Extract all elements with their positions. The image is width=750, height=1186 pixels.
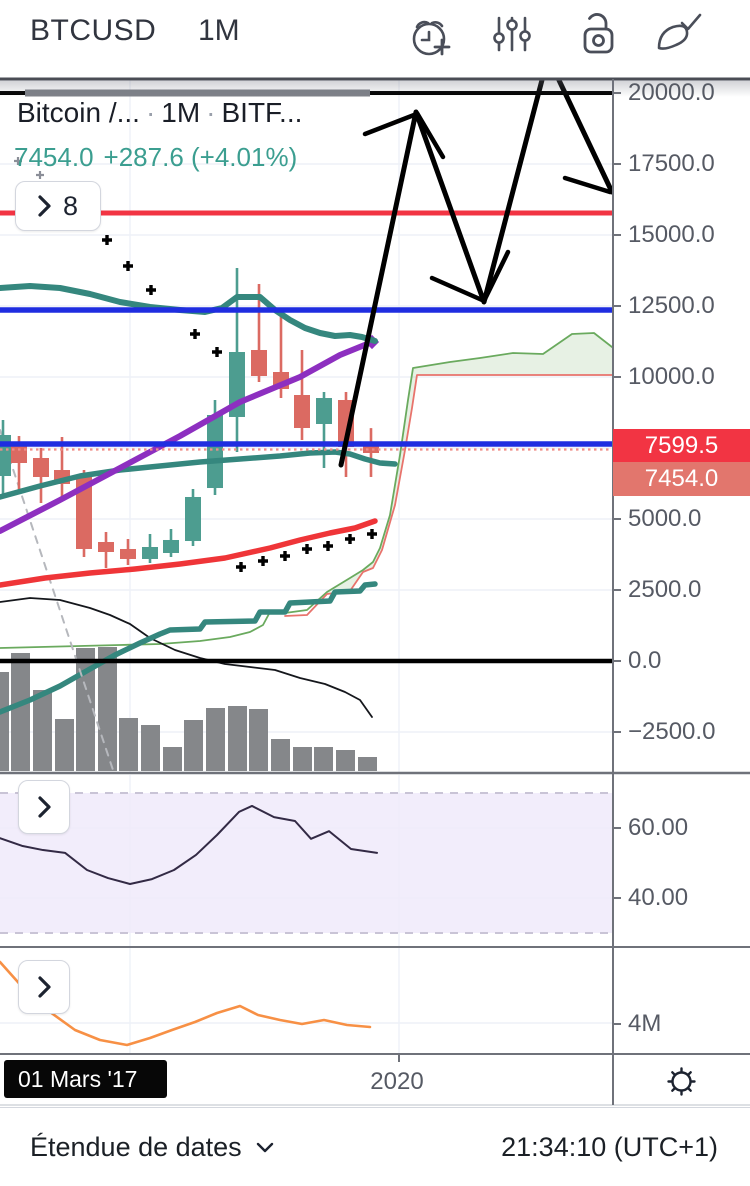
volume-bar bbox=[184, 720, 203, 771]
legend-separator: · bbox=[206, 97, 216, 128]
candle bbox=[294, 349, 310, 440]
price-axis-label: 0.0 bbox=[628, 647, 662, 674]
volume-bar bbox=[271, 739, 290, 771]
rsi-pane[interactable] bbox=[0, 775, 612, 946]
volume-bar bbox=[249, 709, 268, 771]
volume-bar bbox=[358, 757, 377, 771]
lower-indicator-pane[interactable] bbox=[0, 948, 612, 1053]
chevron-right-icon bbox=[37, 796, 51, 818]
plus-marker bbox=[102, 235, 112, 245]
candle bbox=[0, 419, 11, 496]
volume-bar bbox=[76, 648, 95, 771]
plus-marker bbox=[345, 534, 355, 544]
interval-button[interactable]: 1M bbox=[198, 14, 240, 47]
top-toolbar: BTCUSD 1M bbox=[0, 0, 750, 78]
chevron-down-icon bbox=[256, 1142, 273, 1152]
price-axis-label: 12500.0 bbox=[628, 292, 715, 319]
rsi-axis-label: 60.00 bbox=[628, 814, 689, 841]
chart-canvas[interactable] bbox=[0, 0, 750, 1107]
plus-marker bbox=[146, 285, 156, 295]
rsi-axis-label: 40.00 bbox=[628, 884, 689, 911]
indicators-icon[interactable] bbox=[486, 10, 538, 62]
candle bbox=[316, 392, 332, 469]
plus-marker bbox=[212, 347, 222, 357]
lock-open-icon[interactable] bbox=[572, 10, 624, 62]
price-tag: 7599.5 bbox=[613, 429, 750, 462]
date-range-button[interactable]: Étendue de dates bbox=[30, 1108, 274, 1186]
rsi-collapse-button[interactable] bbox=[18, 780, 70, 834]
price-axis-label: 20000.0 bbox=[628, 79, 715, 106]
price-axis-label: 5000.0 bbox=[628, 505, 702, 532]
lower-indicator-collapse-button[interactable] bbox=[18, 960, 70, 1014]
plus-marker bbox=[236, 562, 246, 572]
volume-bar bbox=[55, 719, 74, 771]
legend-symbol: Bitcoin /... bbox=[17, 97, 140, 128]
date-range-start: 01 Mars '17 bbox=[18, 1065, 138, 1092]
bottom-bar: Étendue de dates 21:34:10 (UTC+1) bbox=[0, 1107, 750, 1186]
chevron-right-icon bbox=[38, 195, 51, 217]
rsi-band bbox=[0, 793, 612, 933]
date-range-tooltip: 01 Mars '17 bbox=[4, 1060, 167, 1098]
candle bbox=[163, 528, 179, 557]
plus-marker bbox=[323, 541, 333, 551]
alarm-add-icon[interactable] bbox=[404, 10, 456, 62]
volume-bar bbox=[228, 706, 247, 771]
indicator-count: 8 bbox=[62, 190, 79, 221]
price-axis-label: −2500.0 bbox=[628, 718, 716, 745]
candle bbox=[363, 428, 379, 477]
volume-bar bbox=[206, 708, 225, 771]
volume-bar bbox=[314, 747, 333, 771]
volume-bar bbox=[336, 750, 355, 771]
theme-toggle-icon[interactable] bbox=[663, 1063, 700, 1105]
volume-bar bbox=[119, 718, 138, 771]
price-change: +287.6 (+4.01%) bbox=[103, 142, 298, 172]
lower-axis-label: 4M bbox=[628, 1010, 662, 1037]
rsi-line bbox=[0, 804, 378, 885]
legend-interval: 1M bbox=[161, 97, 201, 128]
volume-indicator-line bbox=[0, 960, 372, 1047]
legend-title[interactable]: Bitcoin /... · 1M · BITF... bbox=[17, 97, 302, 129]
candle bbox=[185, 489, 201, 547]
main-pane[interactable] bbox=[0, 57, 612, 772]
clock-display[interactable]: 21:34:10 (UTC+1) bbox=[501, 1131, 718, 1162]
price-axis-label: 10000.0 bbox=[628, 363, 715, 390]
legend-exchange: BITF... bbox=[221, 97, 303, 128]
legend-separator: · bbox=[145, 97, 156, 128]
volume-bar bbox=[141, 725, 160, 771]
draw-check-icon[interactable] bbox=[652, 10, 704, 62]
trend-zigzag-drawing bbox=[338, 80, 612, 468]
plus-marker bbox=[36, 171, 44, 179]
candle bbox=[98, 532, 114, 568]
candle bbox=[251, 283, 267, 382]
volume-bar bbox=[33, 690, 52, 771]
candle bbox=[142, 533, 158, 563]
plus-marker bbox=[14, 157, 22, 165]
volume-bar bbox=[0, 672, 9, 771]
volume-bar bbox=[293, 747, 312, 771]
legend-collapse-button[interactable]: 8 bbox=[15, 181, 101, 231]
plus-marker bbox=[302, 544, 312, 554]
chevron-right-icon bbox=[37, 976, 51, 998]
candle bbox=[120, 538, 136, 566]
volume-bar bbox=[163, 747, 182, 771]
price-axis-label: 15000.0 bbox=[628, 221, 715, 248]
plus-marker bbox=[258, 556, 268, 566]
plus-marker bbox=[123, 261, 133, 271]
date-range-label: Étendue de dates bbox=[30, 1131, 242, 1162]
x-axis-year-label: 2020 bbox=[370, 1068, 424, 1095]
symbol-button[interactable]: BTCUSD bbox=[30, 14, 157, 47]
legend-values: 7454.0 +287.6 (+4.01%) bbox=[14, 142, 307, 173]
price-axis-label: 17500.0 bbox=[628, 150, 715, 177]
plus-marker bbox=[190, 329, 200, 339]
plus-marker bbox=[367, 529, 377, 539]
price-tag: 7454.0 bbox=[613, 462, 750, 496]
plus-marker bbox=[280, 551, 290, 561]
price-axis-label: 2500.0 bbox=[628, 576, 702, 603]
candle bbox=[33, 448, 49, 504]
last-price: 7454.0 bbox=[14, 142, 94, 172]
volume-bar bbox=[11, 653, 30, 771]
